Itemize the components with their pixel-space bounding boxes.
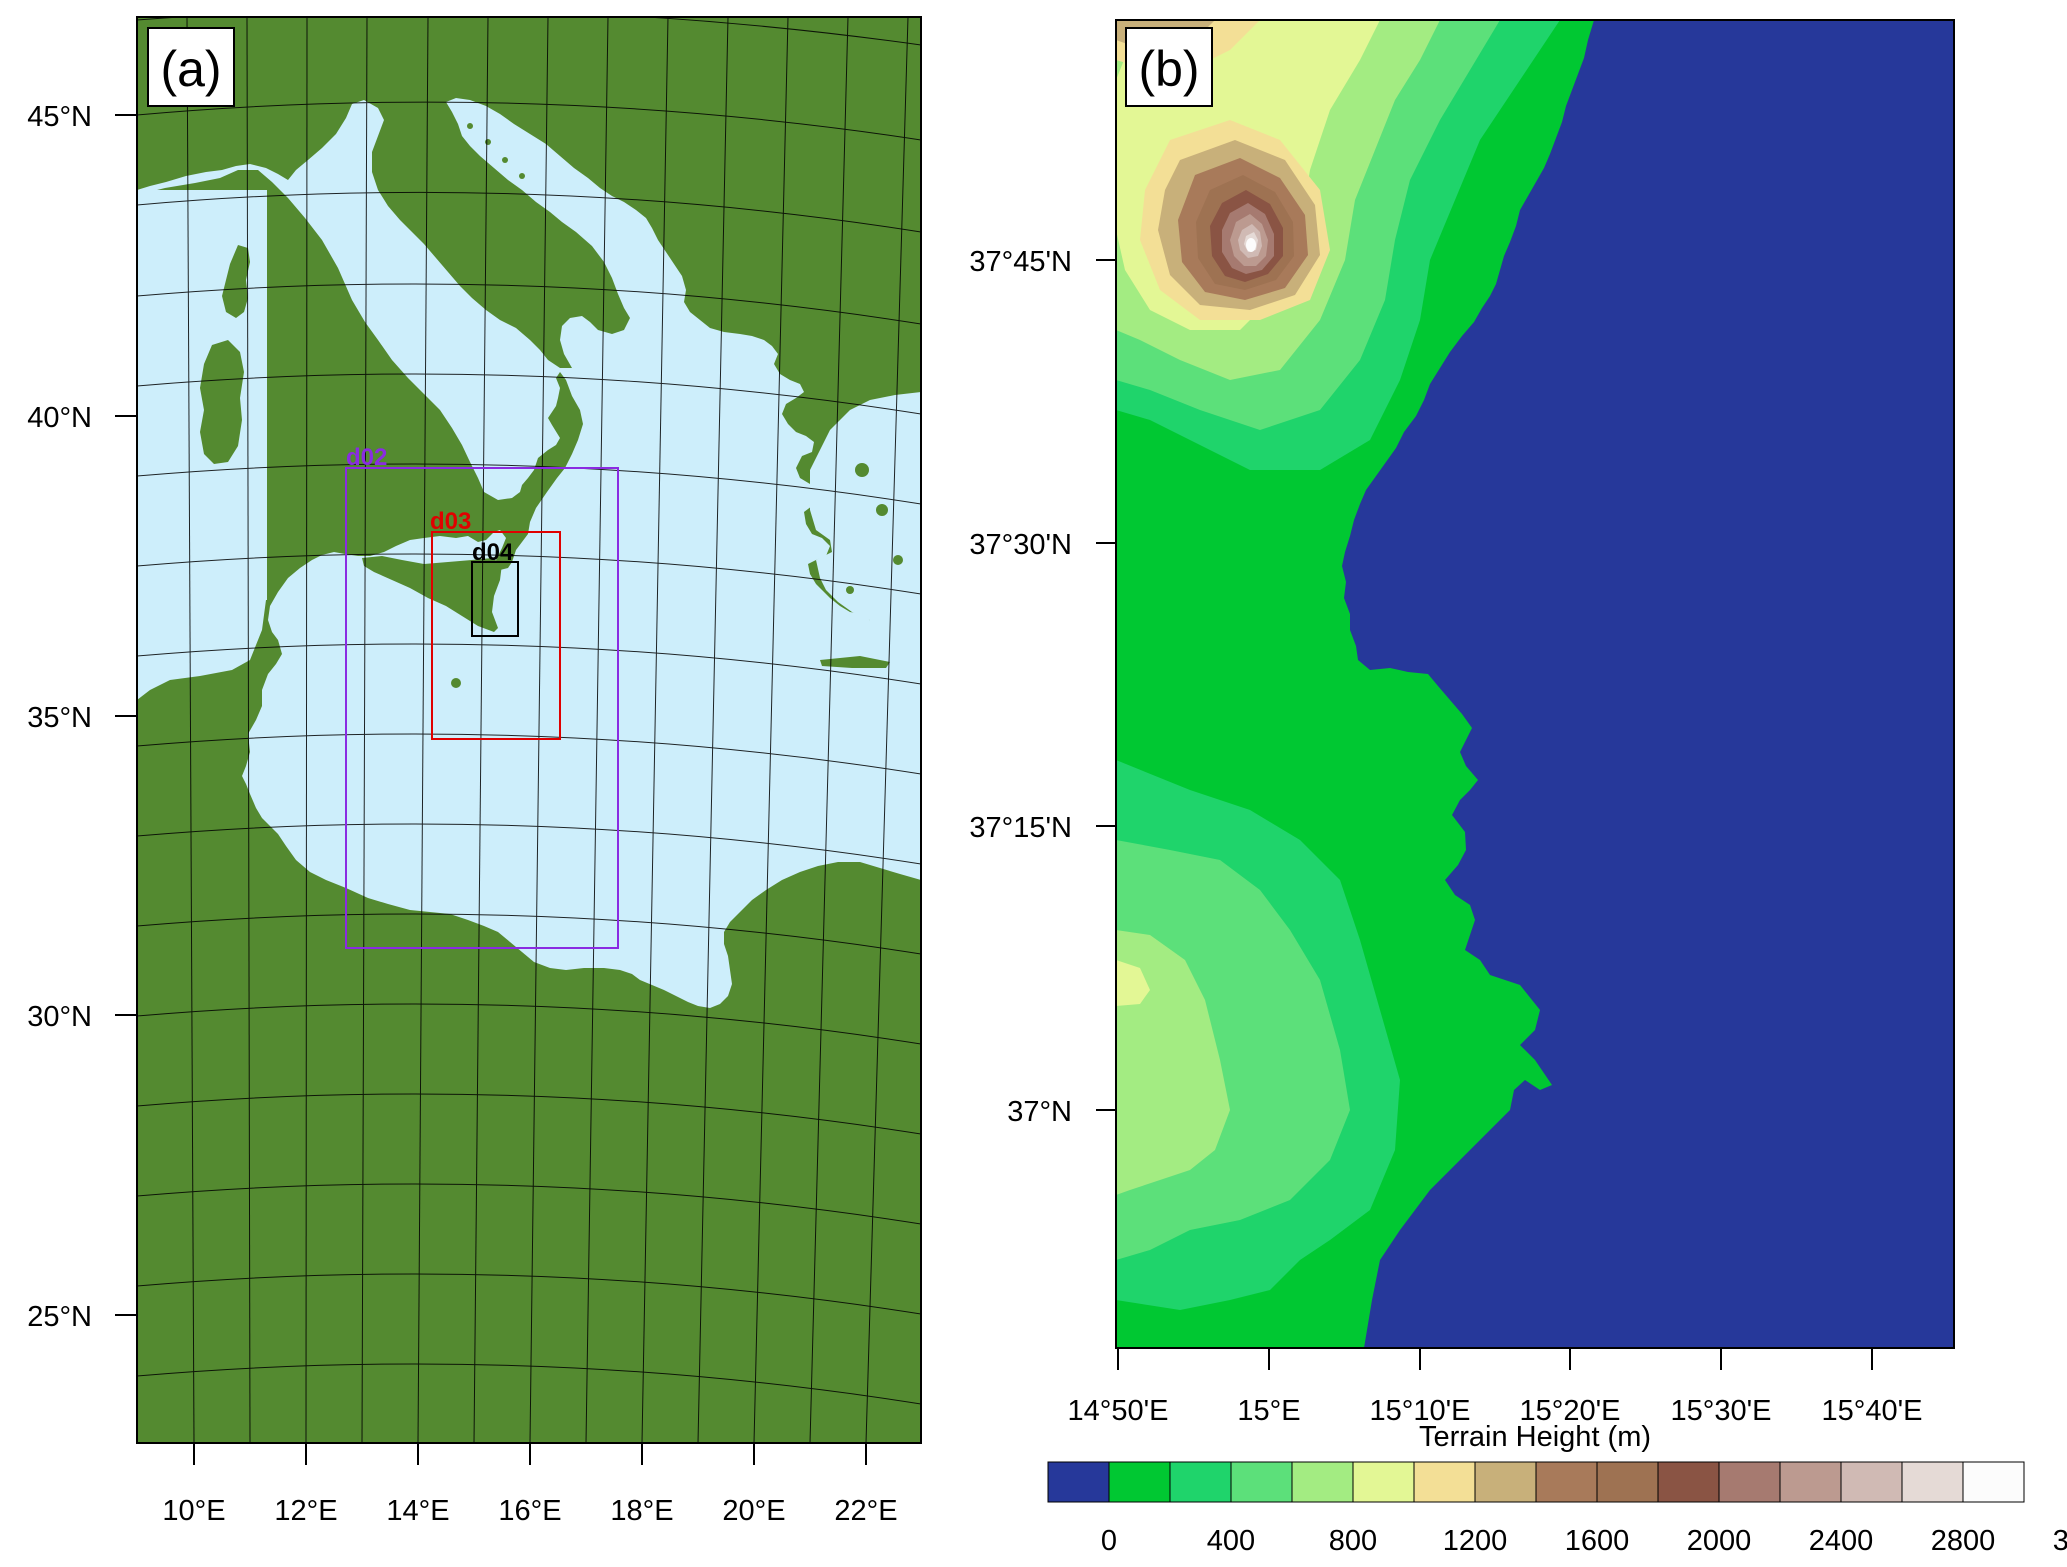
colorbar-tick-label: 1600	[1565, 1525, 1630, 1557]
panel-a-lat-label: 45°N	[27, 101, 92, 133]
domain-d04-label: d04	[472, 539, 514, 566]
panel-a-lat-label: 25°N	[27, 1301, 92, 1333]
western-sea-edge	[137, 600, 266, 700]
aegean-island	[855, 463, 869, 477]
panel-a-label-box	[147, 27, 235, 107]
panel-b-lat-ticks	[1096, 259, 1116, 1111]
domain-d03-label: d03	[430, 508, 471, 535]
terrain-summit	[1246, 238, 1256, 252]
colorbar-tick-label: 1200	[1443, 1525, 1508, 1557]
panel-b-lon-label: 15°40'E	[1822, 1395, 1923, 1427]
colorbar-swatch	[1840, 1461, 1903, 1503]
domain-d02-box	[345, 467, 619, 949]
colorbar-tick-label: 2000	[1687, 1525, 1752, 1557]
colorbar-tick-label: 2800	[1931, 1525, 1996, 1557]
colorbar-swatch	[1474, 1461, 1537, 1503]
colorbar-swatch	[1596, 1461, 1659, 1503]
colorbar-swatch	[1352, 1461, 1415, 1503]
panel-b-lon-label: 14°50'E	[1068, 1395, 1169, 1427]
colorbar-swatch	[1901, 1461, 1964, 1503]
panel-a-lon-ticks	[193, 1443, 867, 1465]
colorbar-labels: 0 400 800 1200 1600 2000 2400 2800 3200	[1101, 1525, 2067, 1557]
crete-island	[820, 656, 890, 668]
colorbar-swatch	[1047, 1461, 1110, 1503]
colorbar-swatch	[1535, 1461, 1598, 1503]
colorbar-tick-label: 3200	[2053, 1525, 2067, 1557]
colorbar-swatch	[1962, 1461, 2025, 1503]
domain-d02-label: d02	[346, 444, 387, 471]
panel-a-lon-label: 22°E	[834, 1495, 897, 1527]
sea-area	[1342, 20, 1954, 1348]
colorbar-swatch	[1718, 1461, 1781, 1503]
colorbar-tick-label: 400	[1207, 1525, 1255, 1557]
panel-a-lon-label: 14°E	[386, 1495, 449, 1527]
colorbar-swatch	[1291, 1461, 1354, 1503]
panel-a-lat-label: 35°N	[27, 702, 92, 734]
colorbar-swatch	[1657, 1461, 1720, 1503]
dalmatian-island	[467, 123, 473, 129]
dalmatian-island	[519, 173, 525, 179]
panel-b-lon-label: 15°20'E	[1520, 1395, 1621, 1427]
panel-a-lon-label: 16°E	[498, 1495, 561, 1527]
panel-a-lat-ticks	[115, 114, 137, 1316]
panel-b-lat-label: 37°15'N	[969, 812, 1072, 844]
colorbar-tick-label: 800	[1329, 1525, 1377, 1557]
colorbar-tick-label: 0	[1101, 1525, 1117, 1557]
panel-a-lon-label: 20°E	[722, 1495, 785, 1527]
panel-b-lat-label: 37°30'N	[969, 529, 1072, 561]
dalmatian-island	[502, 157, 508, 163]
colorbar-swatch	[1779, 1461, 1842, 1503]
terrain-800-1000-spot	[1116, 960, 1150, 1006]
panel-b: (b) 37°45'N 37°30'N 37°15'N 37°N 14°50'E…	[969, 19, 2067, 1557]
panel-b-lon-label: 15°E	[1237, 1395, 1300, 1427]
panel-b-lon-label: 15°30'E	[1671, 1395, 1772, 1427]
panel-a-lon-label: 18°E	[610, 1495, 673, 1527]
aegean-sea	[810, 392, 921, 720]
panel-a-label: (a)	[160, 41, 221, 97]
malta-island	[451, 678, 461, 688]
colorbar-swatch	[1230, 1461, 1293, 1503]
colorbar-swatch	[1108, 1461, 1171, 1503]
domain-d04-box	[471, 561, 519, 637]
colorbar-swatch	[1169, 1461, 1232, 1503]
panel-b-label: (b)	[1138, 41, 1199, 97]
panel-a-lat-label: 40°N	[27, 402, 92, 434]
colorbar	[1047, 1461, 2025, 1503]
panel-b-frame	[1115, 19, 1955, 1349]
graticule	[137, 17, 921, 1443]
aegean-island	[876, 504, 888, 516]
aegean-island	[846, 586, 854, 594]
panel-a-lon-label: 12°E	[274, 1495, 337, 1527]
panel-a: d02 d03 d04 (a) 45°N 40°N 35°N 30°N 25°N	[27, 16, 922, 1527]
panel-a-lat-label: 30°N	[27, 1001, 92, 1033]
panel-b-lat-label: 37°N	[1007, 1096, 1072, 1128]
aegean-island	[893, 555, 903, 565]
corsica-island	[222, 245, 250, 318]
panel-b-lon-label: 15°10'E	[1370, 1395, 1471, 1427]
colorbar-swatch	[1413, 1461, 1476, 1503]
panel-b-lat-label: 37°45'N	[969, 246, 1072, 278]
domain-d03-box	[431, 531, 561, 740]
mediterranean-sea	[137, 98, 921, 1008]
dalmatian-island	[485, 139, 491, 145]
colorbar-tick-label: 2400	[1809, 1525, 1874, 1557]
panel-b-lon-ticks	[1117, 1348, 1873, 1370]
colorbar-title: Terrain Height (m)	[1419, 1421, 1651, 1453]
panel-a-lon-label: 10°E	[162, 1495, 225, 1527]
sardinia-island	[200, 340, 244, 464]
panel-b-label-box	[1125, 27, 1213, 107]
